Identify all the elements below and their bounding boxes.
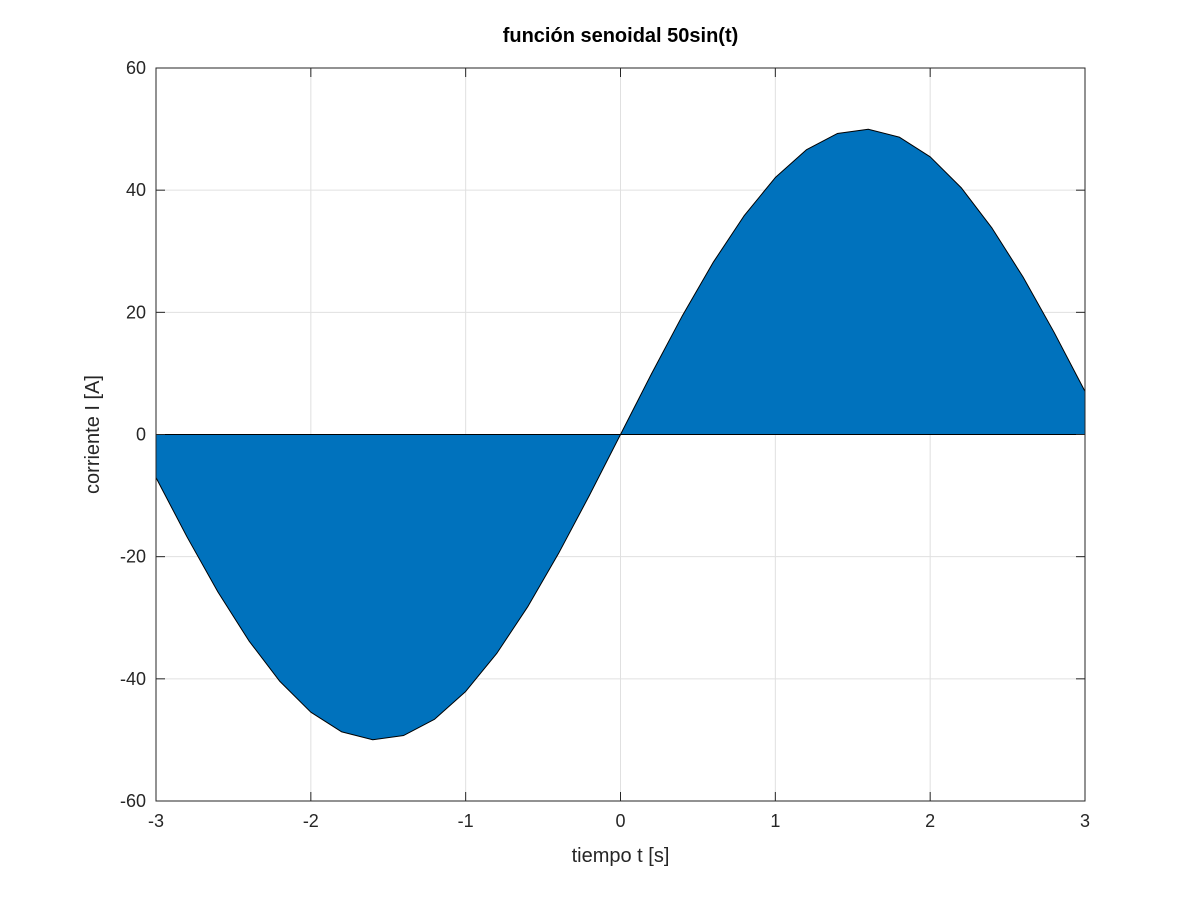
chart-title: función senoidal 50sin(t): [503, 25, 739, 47]
y-tick-label: 40: [126, 180, 146, 200]
axis-ticks: -3 -2 -1 0 1 2 3 -60 -40 -20 0 20 40 60: [120, 58, 1090, 831]
y-tick-label: -40: [120, 669, 146, 689]
y-tick-label: 60: [126, 58, 146, 78]
x-axis-label: tiempo t [s]: [572, 845, 670, 867]
series-layer: [155, 128, 1086, 741]
x-tick-label: -3: [148, 811, 164, 831]
y-tick-label: 0: [136, 425, 146, 445]
x-tick-label: 2: [925, 811, 935, 831]
area-fill-segment: [155, 128, 1086, 741]
y-tick-label: -60: [120, 791, 146, 811]
y-tick-label: 20: [126, 302, 146, 322]
y-tick-label: -20: [120, 547, 146, 567]
x-tick-label: 1: [770, 811, 780, 831]
x-tick-label: -1: [458, 811, 474, 831]
y-axis-label: corriente I [A]: [82, 375, 104, 494]
x-tick-label: 0: [615, 811, 625, 831]
x-tick-label: 3: [1080, 811, 1090, 831]
x-tick-label: -2: [303, 811, 319, 831]
